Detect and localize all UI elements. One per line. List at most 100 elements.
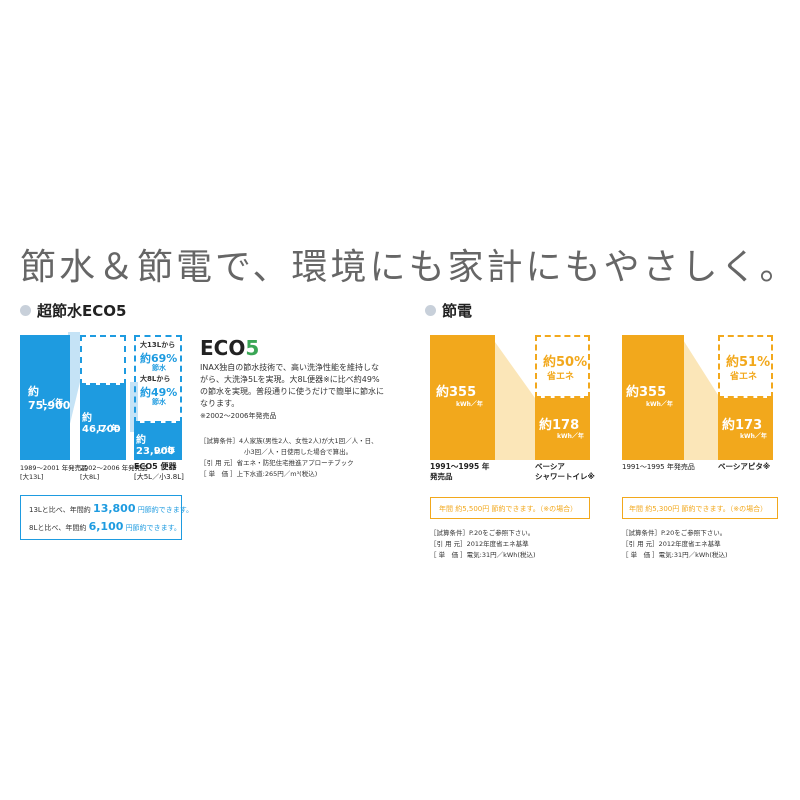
power-a-new-unit: kWh／年	[557, 433, 584, 440]
water-bar-eco5-value: 約23,900	[136, 435, 175, 457]
power-b-old-label-1: 1991～1995 年発売品	[622, 463, 695, 471]
eco5-desc-line-5: ※2002～2006年発売品	[200, 412, 277, 420]
power-b-cond-1: ［試算条件］P.20をご参照下さい。	[622, 529, 727, 537]
power-b-new-label: ベーシアピタ※	[718, 462, 770, 472]
power-a-new-label: ベーシア シャワートイレ※	[535, 462, 595, 482]
water-summary-2-prefix: 8Lと比べ、年間約	[29, 524, 87, 532]
eco5-cond-1-text: 4人家族(男性2人、女性2人)が大1回／人・日、	[239, 437, 378, 445]
eco5-cond-2-text: 小3回／人・日使用した場合で算出。	[244, 448, 353, 456]
eco5-description: INAX独自の節水技術で、高い洗浄性能を維持しな がら、大洗浄5Lを実現。大8L…	[200, 362, 384, 422]
water-bar-1989: 約75,900 L／年	[20, 335, 70, 460]
power-a-new-label-1: ベーシア	[535, 462, 565, 471]
water-summary-2: 8Lと比べ、年間約 6,100 円節約できます。	[29, 520, 181, 533]
power-a-old-label-1: 1991～1995 年	[430, 462, 490, 471]
section-title-power-text: 節電	[442, 302, 473, 320]
eco5-desc-line-1: INAX独自の節水技術で、高い洗浄性能を維持しな	[200, 363, 379, 372]
water-summary-1-prefix: 13Lと比べ、年間約	[29, 506, 91, 514]
power-a-bar-old: 約355 kWh／年	[430, 335, 495, 460]
water-label-1989: 1989～2001 年発売品 [大13L]	[20, 464, 88, 482]
water-bar-2002-unit: L／年	[98, 424, 120, 433]
water-label-2002-line1: 2002～2006 年発売品	[80, 464, 148, 472]
water-bar-1989-value: 約75,900	[28, 385, 71, 412]
power-a-cond-2: ［引 用 元］2012年度省エネ基準	[430, 540, 529, 548]
power-b-bar-old: 約355 kWh／年	[622, 335, 684, 460]
section-title-power: 節電	[425, 300, 472, 321]
savings-note-1: 節水	[152, 364, 166, 372]
power-a-cond-1: ［試算条件］P.20をご参照下さい。	[430, 529, 535, 537]
water-bar-2002-savings-outline	[80, 335, 126, 385]
water-bar-eco5-unit: L／年	[154, 446, 176, 455]
power-b-old-value: 約355	[626, 385, 667, 400]
water-bar-2002-value: 約46,700	[82, 413, 121, 435]
water-bar-1989-unit: L／年	[42, 398, 64, 407]
savings-note-2: 節水	[152, 398, 166, 406]
water-label-1989-line1: 1989～2001 年発売品	[20, 464, 88, 472]
eco5-cond-4: ［ 単 価 ］上下水道:265円／m³(税込)	[200, 469, 378, 480]
bullet-icon	[425, 305, 436, 316]
power-b-conditions: ［試算条件］P.20をご参照下さい。 ［引 用 元］2012年度省エネ基準 ［ …	[622, 528, 727, 561]
power-a-old-label: 1991～1995 年 発売品	[430, 462, 489, 482]
eco5-cond-1-label: ［試算条件］	[200, 437, 239, 445]
water-bar-2002: 約46,700 L／年	[80, 385, 126, 460]
power-b-savings-outline: 約51% 省エネ	[718, 335, 773, 398]
eco5-cond-3-text: 省エネ・防犯住宅推進アプローチブック	[236, 459, 354, 467]
water-summary-2-suffix: 円節約できます。	[125, 524, 181, 532]
savings-pct-49: 約49%	[140, 386, 178, 399]
power-a-cond-3: ［ 単 価 ］電気:31円／kWh(税込)	[430, 551, 536, 559]
bullet-icon	[20, 305, 31, 316]
water-bar-eco5: 約23,900 L／年	[134, 423, 182, 460]
eco5-cond-1: ［試算条件］4人家族(男性2人、女性2人)が大1回／人・日、	[200, 436, 378, 447]
power-a-conditions: ［試算条件］P.20をご参照下さい。 ［引 用 元］2012年度省エネ基準 ［ …	[430, 528, 535, 561]
water-label-1989-line2: [大13L]	[20, 473, 44, 481]
water-summary-2-amount: 6,100	[88, 520, 124, 533]
power-b-connector	[680, 335, 720, 460]
savings-pct-69: 約69%	[140, 352, 178, 365]
section-title-water-text: 超節水ECO5	[37, 302, 127, 320]
eco5-cond-3: ［引 用 元］省エネ・防犯住宅推進アプローチブック	[200, 458, 378, 469]
power-a-pct: 約50%	[543, 355, 588, 370]
eco5-cond-4-label: ［ 単 価 ］	[200, 470, 237, 478]
water-summary-1: 13Lと比べ、年間約 13,800 円節約できます。	[29, 502, 193, 515]
water-bar-eco5-savings-outline: 大13Lから 約69% 節水 大8Lから 約49% 節水	[134, 335, 182, 423]
water-label-eco5-line1: ECO5 便器	[134, 462, 177, 471]
power-b-cond-3: ［ 単 価 ］電気:31円／kWh(税込)	[622, 551, 728, 559]
eco5-conditions: ［試算条件］4人家族(男性2人、女性2人)が大1回／人・日、 小3回／人・日使用…	[200, 436, 378, 480]
eco5-logo-num: 5	[245, 336, 260, 360]
headline: 節水＆節電で、環境にも家計にもやさしく。	[20, 247, 799, 288]
eco5-logo: ECO5	[200, 336, 259, 360]
water-label-2002-line2: [大8L]	[80, 473, 100, 481]
eco5-cond-2: 小3回／人・日使用した場合で算出。	[200, 447, 378, 458]
water-label-eco5: ECO5 便器 [大5L／小3.8L]	[134, 462, 184, 482]
water-summary-1-suffix: 円節約できます。	[137, 506, 194, 514]
power-b-old-unit: kWh／年	[646, 401, 673, 408]
power-b-new-label-1: ベーシアピタ※	[718, 462, 771, 471]
savings-from-8l: 大8Lから	[140, 375, 171, 383]
power-b-pct: 約51%	[726, 355, 771, 370]
power-b-summary: 年間 約5,300円 節約できます。（※の場合）	[629, 505, 768, 513]
power-a-summary-box: 年間 約5,500円 節約できます。（※の場合）	[430, 497, 590, 519]
power-b-old-label: 1991～1995 年発売品	[622, 462, 695, 472]
power-a-connector	[490, 335, 535, 460]
power-b-pct-note: 省エネ	[730, 372, 758, 382]
power-a-summary: 年間 約5,500円 節約できます。（※の場合）	[439, 505, 578, 513]
eco5-desc-line-2: がら、大洗浄5Lを実現。大8L便器※に比べ約49%	[200, 375, 380, 384]
water-summary-box: 13Lと比べ、年間約 13,800 円節約できます。 8Lと比べ、年間約 6,1…	[20, 495, 193, 540]
power-b-cond-2: ［引 用 元］2012年度省エネ基準	[622, 540, 721, 548]
savings-from-13l: 大13Lから	[140, 341, 176, 349]
power-b-new-unit: kWh／年	[740, 433, 767, 440]
power-a-old-value: 約355	[436, 385, 477, 400]
power-a-old-unit: kWh／年	[456, 401, 483, 408]
power-a-bar-new: 約178 kWh／年	[535, 398, 590, 460]
water-label-eco5-line2: [大5L／小3.8L]	[134, 473, 184, 481]
power-b-bar-new: 約173 kWh／年	[718, 398, 773, 460]
water-summary-1-amount: 13,800	[93, 502, 136, 515]
eco5-desc-line-4: なります。	[200, 399, 240, 408]
eco5-cond-4-text: 上下水道:265円／m³(税込)	[236, 470, 318, 478]
power-b-summary-box: 年間 約5,300円 節約できます。（※の場合）	[622, 497, 778, 519]
water-label-2002: 2002～2006 年発売品 [大8L]	[80, 464, 148, 482]
power-a-savings-outline: 約50% 省エネ	[535, 335, 590, 398]
eco5-desc-line-3: の節水を実現。普段通りに使うだけで簡単に節水に	[200, 387, 384, 396]
power-a-new-value: 約178	[539, 418, 580, 433]
eco5-cond-3-label: ［引 用 元］	[200, 459, 237, 467]
power-a-old-label-2: 発売品	[430, 472, 453, 481]
